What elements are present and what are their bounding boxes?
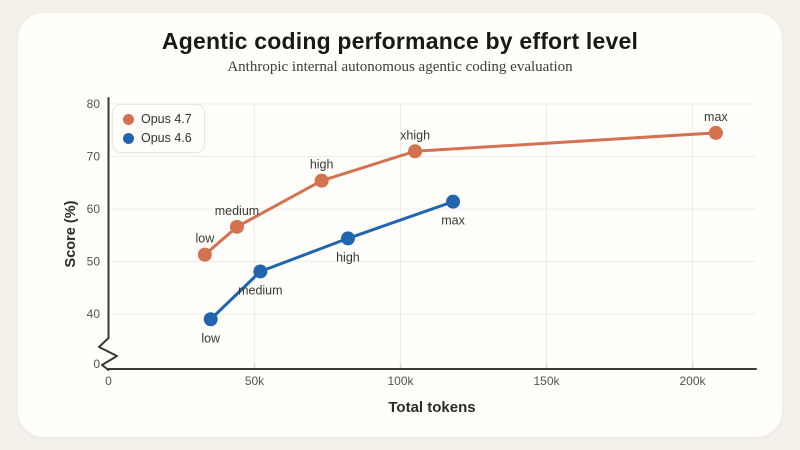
series-opus-4-6: low medium high max [201,194,466,345]
svg-text:0: 0 [105,374,112,388]
svg-text:70: 70 [87,150,101,164]
point-label-opus-4-7-xhigh: xhigh [400,128,430,142]
data-point-opus-4-6-low [203,312,218,327]
legend-label-opus-4-6: Opus 4.6 [141,131,192,145]
legend-item-opus-4-7: Opus 4.7 [123,112,192,126]
x-axis-title: Total tokens [388,399,476,416]
chart-title: Agentic coding performance by effort lev… [161,28,639,54]
point-label-opus-4-6-low: low [201,331,221,345]
y-tick-labels: 80 70 60 50 40 0 [87,97,101,371]
legend-item-opus-4-6: Opus 4.6 [123,131,192,145]
svg-text:150k: 150k [533,374,560,388]
series-line-opus-4-7 [203,131,718,257]
legend-dot-opus-4-6 [123,132,134,144]
svg-text:100k: 100k [387,374,414,388]
point-label-opus-4-7-max: max [704,110,728,124]
y-tick-zero: 0 [93,357,100,371]
data-point-opus-4-7-max [708,125,723,140]
x-axis-ticks [253,363,694,368]
point-label-opus-4-6-high: high [336,250,360,264]
y-axis-break [98,337,118,371]
point-label-opus-4-7-medium: medium [215,204,259,218]
series-line-opus-4-6 [209,200,455,321]
point-label-opus-4-6-medium: medium [238,283,282,297]
svg-text:40: 40 [87,307,101,321]
point-label-opus-4-7-low: low [195,232,215,246]
point-label-opus-4-7-high: high [310,158,334,172]
svg-text:60: 60 [87,202,101,216]
svg-text:80: 80 [87,97,101,111]
svg-text:200k: 200k [679,374,706,388]
point-label-opus-4-6-max: max [441,214,465,228]
y-axis-title: Score (%) [63,200,79,268]
svg-text:50k: 50k [245,374,265,388]
legend-label-opus-4-7: Opus 4.7 [141,112,192,126]
legend-dot-opus-4-7 [123,113,134,125]
data-point-opus-4-7-medium [229,219,244,234]
x-tick-labels: 0 50k 100k 150k 200k [105,374,706,388]
chart-subtitle: Anthropic internal autonomous agentic co… [227,59,573,75]
data-point-opus-4-7-xhigh [408,144,423,159]
data-point-opus-4-6-medium [253,264,268,279]
svg-text:50: 50 [87,255,101,269]
data-point-opus-4-6-max [446,194,461,209]
legend: Opus 4.7 Opus 4.6 [112,104,205,153]
data-point-opus-4-6-high [340,231,355,246]
data-point-opus-4-7-high [314,173,329,188]
axes [98,97,757,371]
data-point-opus-4-7-low [197,247,212,262]
